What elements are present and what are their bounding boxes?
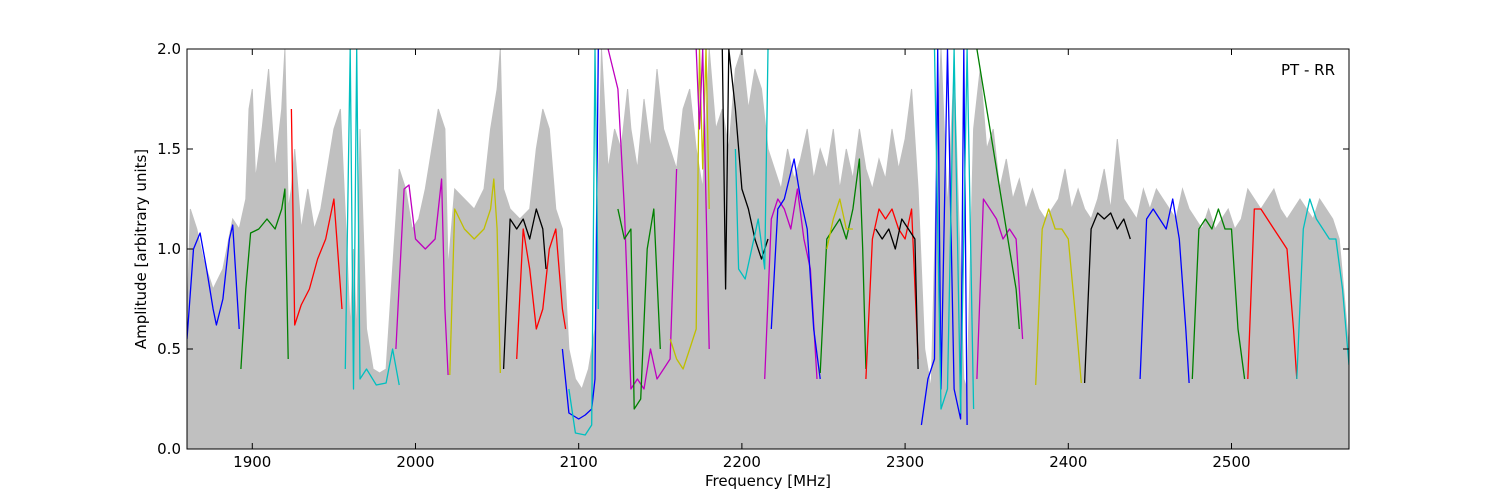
series-line-30 — [1191, 208, 1246, 380]
series-line-15 — [721, 49, 769, 290]
y-axis-label: Amplitude [arbitrary units] — [132, 149, 150, 349]
series-line-13 — [669, 49, 710, 370]
plot-area — [187, 49, 1349, 449]
series-line-8 — [516, 228, 567, 360]
y-tick-label: 0.0 — [157, 440, 181, 458]
y-axis: 0.0 0.5 1.0 1.5 2.0 — [157, 40, 1349, 458]
x-tick-label: 2100 — [560, 453, 598, 471]
series-line-28 — [1083, 212, 1131, 384]
series-layer — [187, 49, 1349, 436]
series-line-24 — [933, 49, 975, 414]
series-line-17 — [764, 188, 818, 380]
series-line-10 — [568, 49, 599, 436]
series-line-18 — [770, 158, 821, 380]
series-line-23 — [920, 49, 968, 426]
series-line-1 — [187, 224, 240, 340]
series-line-3 — [290, 108, 343, 326]
series-line-27 — [1035, 208, 1082, 386]
series-line-22 — [875, 218, 919, 370]
x-axis-label: Frequency [MHz] — [705, 472, 831, 490]
series-line-2 — [240, 188, 289, 370]
series-line-29 — [1139, 198, 1190, 384]
envelope-band — [187, 49, 1349, 449]
series-line-12 — [617, 208, 661, 410]
series-line-20 — [826, 198, 853, 250]
series-line-14 — [695, 49, 710, 350]
series-line-32 — [1296, 198, 1349, 380]
series-line-4 — [344, 49, 400, 390]
x-tick-label: 2000 — [396, 453, 434, 471]
x-tick-label: 2400 — [1049, 453, 1087, 471]
x-tick-label: 2300 — [886, 453, 924, 471]
y-tick-label: 0.5 — [157, 340, 181, 358]
series-line-26 — [976, 49, 1020, 330]
y-tick-label: 1.0 — [157, 240, 181, 258]
series-line-21 — [865, 208, 919, 380]
x-tick-label: 2500 — [1212, 453, 1250, 471]
series-line-19 — [819, 158, 867, 374]
series-line-7 — [502, 208, 547, 370]
series-line-5 — [395, 178, 449, 376]
series-line-31 — [1247, 208, 1298, 380]
series-line-16 — [734, 49, 769, 280]
series-line-6 — [449, 178, 501, 376]
series-line-9 — [561, 49, 599, 420]
series-line-25 — [976, 198, 1024, 380]
annotation-label: PT - RR — [1281, 61, 1335, 79]
x-axis: 1900 2000 2100 2200 2300 2400 2500 — [233, 49, 1251, 471]
y-tick-label: 1.5 — [157, 140, 181, 158]
x-tick-label: 2200 — [723, 453, 761, 471]
x-tick-label: 1900 — [233, 453, 271, 471]
series-line-11 — [607, 49, 678, 390]
y-tick-label: 2.0 — [157, 40, 181, 58]
